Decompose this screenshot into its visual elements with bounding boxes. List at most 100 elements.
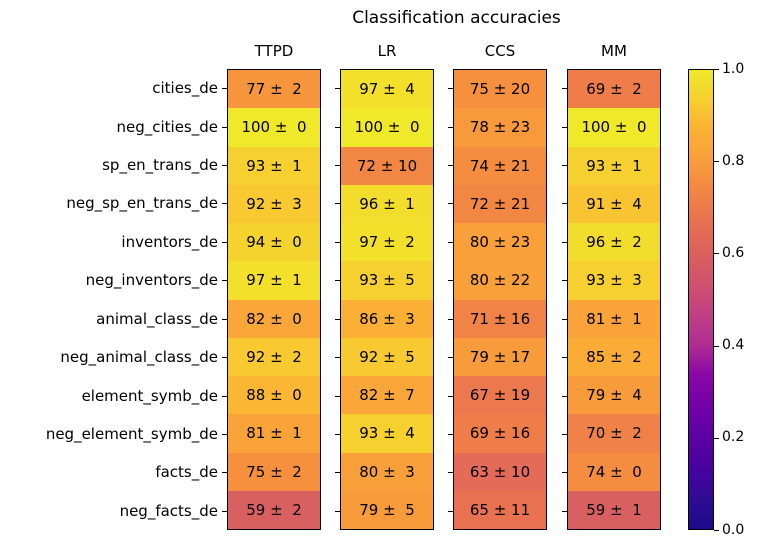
y-tick	[335, 88, 340, 89]
heatmap-cell: 77 ± 2	[228, 70, 320, 109]
y-tick	[335, 472, 340, 473]
row-label-neg_animal_class_de: neg_animal_class_de	[60, 348, 218, 367]
colorbar-tick	[714, 346, 719, 347]
heatmap-column-ttpd: 77 ± 2 100 ± 0 93 ± 1 92 ± 3 94 ± 0 97 ± 1 82 …	[227, 69, 321, 530]
colorbar-tick-label: 0.2	[722, 429, 745, 446]
y-tick	[222, 396, 227, 397]
y-tick	[335, 127, 340, 128]
heatmap-cell: 92 ± 3	[228, 184, 320, 223]
y-tick	[222, 127, 227, 128]
heatmap-cell: 74 ± 21	[454, 146, 546, 185]
y-tick	[448, 319, 453, 320]
heatmap-cell: 71 ± 16	[454, 299, 546, 338]
y-tick	[335, 511, 340, 512]
y-tick	[448, 511, 453, 512]
heatmap-cell: 81 ± 1	[568, 299, 660, 338]
y-tick	[448, 127, 453, 128]
heatmap-cell: 92 ± 5	[341, 337, 433, 376]
y-tick	[562, 127, 567, 128]
heatmap-cell: 97 ± 1	[228, 261, 320, 300]
y-tick	[448, 203, 453, 204]
y-tick	[562, 280, 567, 281]
row-label-facts_de: facts_de	[155, 463, 218, 482]
heatmap-cell: 97 ± 4	[341, 70, 433, 109]
y-tick	[448, 165, 453, 166]
colorbar-tick-label: 1.0	[722, 60, 745, 77]
heatmap-cell: 93 ± 1	[228, 146, 320, 185]
heatmap-cell: 59 ± 1	[568, 490, 660, 529]
y-tick	[222, 88, 227, 89]
y-tick	[562, 88, 567, 89]
heatmap-cell: 96 ± 1	[341, 184, 433, 223]
heatmap-column-lr: 97 ± 4 100 ± 0 72 ± 10 96 ± 1 97 ± 2 93 ± 5 86…	[340, 69, 434, 530]
heatmap-cell: 72 ± 10	[341, 146, 433, 185]
heatmap-cell: 100 ± 0	[341, 108, 433, 147]
y-tick	[222, 511, 227, 512]
heatmap-cell: 81 ± 1	[228, 414, 320, 453]
row-label-animal_class_de: animal_class_de	[96, 309, 218, 328]
colorbar-tick-label: 0.6	[722, 244, 745, 261]
heatmap-cell: 80 ± 3	[341, 452, 433, 491]
heatmap-cell: 75 ± 2	[228, 452, 320, 491]
colorbar-tick	[714, 161, 719, 162]
heatmap-cell: 85 ± 2	[568, 337, 660, 376]
heatmap-cell: 93 ± 3	[568, 261, 660, 300]
heatmap-cell: 91 ± 4	[568, 184, 660, 223]
y-tick	[448, 88, 453, 89]
colorbar-tick-label: 0.8	[722, 152, 745, 169]
row-label-neg_facts_de: neg_facts_de	[119, 501, 218, 520]
heatmap-cell: 75 ± 20	[454, 70, 546, 109]
row-label-cities_de: cities_de	[152, 79, 218, 98]
heatmap-cell: 97 ± 2	[341, 223, 433, 262]
y-tick	[562, 357, 567, 358]
chart-title: Classification accuracies	[352, 8, 561, 28]
column-header-ttpd: TTPD	[254, 42, 294, 60]
y-tick	[562, 472, 567, 473]
colorbar-tick	[714, 438, 719, 439]
row-label-neg_inventors_de: neg_inventors_de	[85, 271, 218, 290]
y-tick	[335, 357, 340, 358]
y-tick	[335, 396, 340, 397]
y-tick	[448, 396, 453, 397]
y-tick	[448, 434, 453, 435]
colorbar	[688, 69, 714, 530]
heatmap-cell: 69 ± 16	[454, 414, 546, 453]
column-header-lr: LR	[377, 42, 397, 60]
y-tick	[562, 319, 567, 320]
heatmap-cell: 82 ± 7	[341, 376, 433, 415]
heatmap-cell: 65 ± 11	[454, 490, 546, 529]
colorbar-tick	[714, 253, 719, 254]
y-tick	[448, 242, 453, 243]
y-tick	[562, 511, 567, 512]
y-tick	[562, 396, 567, 397]
heatmap-cell: 79 ± 5	[341, 490, 433, 529]
y-tick	[222, 357, 227, 358]
heatmap-cell: 100 ± 0	[568, 108, 660, 147]
y-tick	[335, 203, 340, 204]
heatmap-cell: 88 ± 0	[228, 376, 320, 415]
heatmap-cell: 96 ± 2	[568, 223, 660, 262]
y-tick	[562, 434, 567, 435]
y-tick	[222, 319, 227, 320]
column-header-ccs: CCS	[484, 42, 516, 60]
heatmap-column-ccs: 75 ± 20 78 ± 23 74 ± 21 72 ± 21 80 ± 23 80 ± …	[453, 69, 547, 530]
heatmap-cell: 80 ± 23	[454, 223, 546, 262]
heatmap-cell: 63 ± 10	[454, 452, 546, 491]
y-tick	[222, 203, 227, 204]
y-tick	[562, 242, 567, 243]
y-tick	[448, 357, 453, 358]
heatmap-cell: 80 ± 22	[454, 261, 546, 300]
heatmap-cell: 93 ± 1	[568, 146, 660, 185]
y-tick	[222, 280, 227, 281]
y-tick	[335, 280, 340, 281]
heatmap-column-mm: 69 ± 2 100 ± 0 93 ± 1 91 ± 4 96 ± 2 93 ± 3 81 …	[567, 69, 661, 530]
y-tick	[222, 434, 227, 435]
colorbar-tick-label: 0.0	[722, 521, 745, 538]
colorbar-tick	[714, 69, 719, 70]
y-tick	[222, 242, 227, 243]
y-tick	[222, 472, 227, 473]
heatmap-cell: 92 ± 2	[228, 337, 320, 376]
row-label-neg_element_symb_de: neg_element_symb_de	[45, 424, 218, 443]
y-tick	[222, 165, 227, 166]
